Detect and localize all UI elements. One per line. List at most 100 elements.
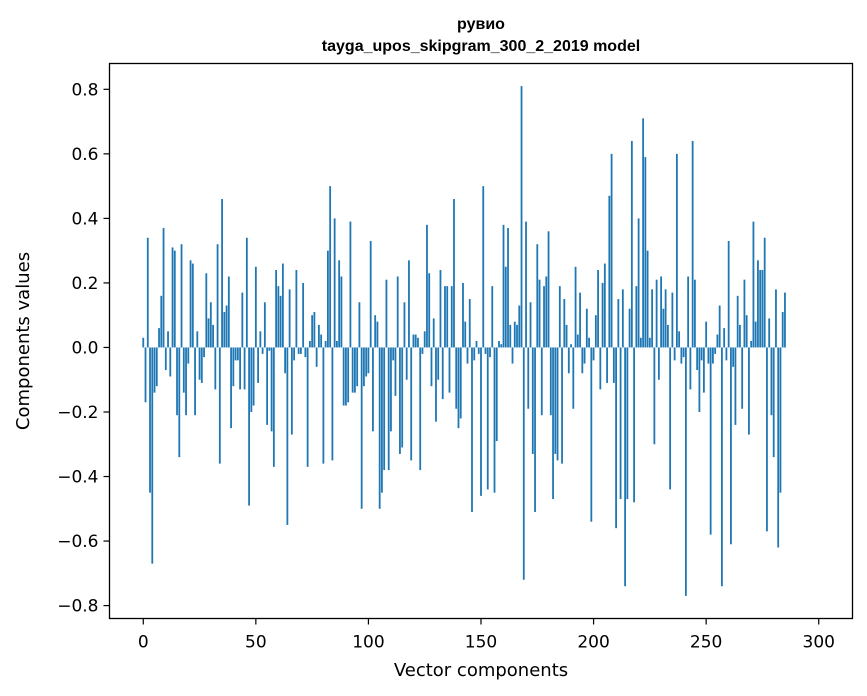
bar: [207, 318, 210, 348]
bar: [360, 347, 363, 509]
bar: [342, 347, 345, 406]
x-tick-label: 50: [245, 633, 267, 653]
x-tick-label: 0: [138, 633, 149, 653]
bar: [421, 347, 424, 354]
bar: [626, 347, 629, 500]
bar: [700, 347, 703, 361]
bar: [349, 221, 352, 348]
bar: [423, 331, 426, 348]
bar: [484, 347, 487, 354]
bar: [552, 347, 554, 500]
y-tick-label: −0.4: [57, 468, 98, 488]
bar: [464, 321, 467, 348]
bar: [644, 157, 647, 348]
bar: [173, 250, 176, 348]
bar: [401, 347, 404, 448]
bar: [581, 347, 584, 374]
bar: [268, 347, 271, 351]
bar: [290, 347, 293, 435]
bar: [293, 347, 296, 361]
bar: [678, 331, 681, 348]
bar: [466, 347, 469, 364]
bar: [732, 347, 735, 367]
bar: [554, 347, 557, 454]
bar: [417, 337, 419, 348]
bar: [453, 199, 455, 348]
bar: [529, 302, 532, 348]
bar: [462, 282, 464, 348]
bar: [448, 347, 451, 393]
bar: [354, 347, 356, 393]
bar: [176, 347, 178, 416]
bar: [196, 331, 199, 348]
bar: [516, 324, 518, 348]
bar: [772, 347, 775, 458]
bar: [320, 334, 323, 348]
bar: [164, 347, 167, 371]
bar: [430, 347, 433, 387]
bar: [281, 263, 284, 348]
x-tick-label: 250: [690, 633, 722, 653]
bar: [263, 302, 266, 348]
bar: [369, 240, 372, 348]
bar: [153, 347, 156, 393]
bar: [770, 347, 773, 416]
bar: [545, 276, 548, 348]
bar: [428, 273, 431, 348]
bar: [259, 331, 262, 348]
bar: [534, 347, 536, 513]
bar: [606, 347, 608, 383]
bar: [693, 279, 696, 348]
bar: [480, 347, 482, 496]
bar: [180, 244, 183, 348]
bar: [194, 347, 196, 416]
bar: [624, 347, 626, 587]
bar: [340, 276, 343, 348]
bar: [689, 347, 692, 390]
bar: [509, 324, 512, 348]
bar: [648, 337, 651, 348]
bar: [412, 334, 415, 348]
bar: [396, 276, 399, 348]
bar: [682, 347, 685, 358]
bar: [367, 347, 370, 374]
bar: [779, 347, 782, 493]
bar: [739, 324, 741, 348]
bar: [633, 347, 635, 503]
bar: [218, 347, 221, 464]
bar: [261, 347, 264, 354]
bar: [549, 347, 552, 416]
bar: [277, 286, 280, 348]
bar: [592, 347, 595, 361]
bar: [477, 347, 480, 354]
bar: [257, 347, 259, 383]
bar: [504, 266, 507, 348]
bar: [664, 289, 667, 348]
x-axis-label: Vector components: [394, 660, 568, 681]
bar: [203, 347, 205, 358]
bar: [394, 347, 397, 396]
bar: [565, 324, 568, 348]
bar: [538, 279, 541, 348]
bar: [322, 347, 325, 464]
y-tick-label: −0.2: [57, 403, 98, 423]
bar: [721, 347, 723, 587]
bar: [403, 302, 406, 348]
bar: [385, 279, 388, 348]
bar: [171, 247, 174, 348]
bar: [275, 270, 278, 348]
bar: [144, 347, 147, 403]
bar: [615, 347, 617, 529]
bar: [714, 347, 717, 354]
bar: [572, 347, 575, 409]
bar: [169, 347, 172, 377]
bar: [230, 347, 232, 429]
bar: [419, 347, 422, 471]
bar: [768, 318, 771, 348]
bar: [295, 270, 298, 348]
bar: [248, 347, 250, 506]
bar: [687, 276, 690, 348]
bar: [597, 270, 599, 348]
bar: [601, 282, 604, 348]
